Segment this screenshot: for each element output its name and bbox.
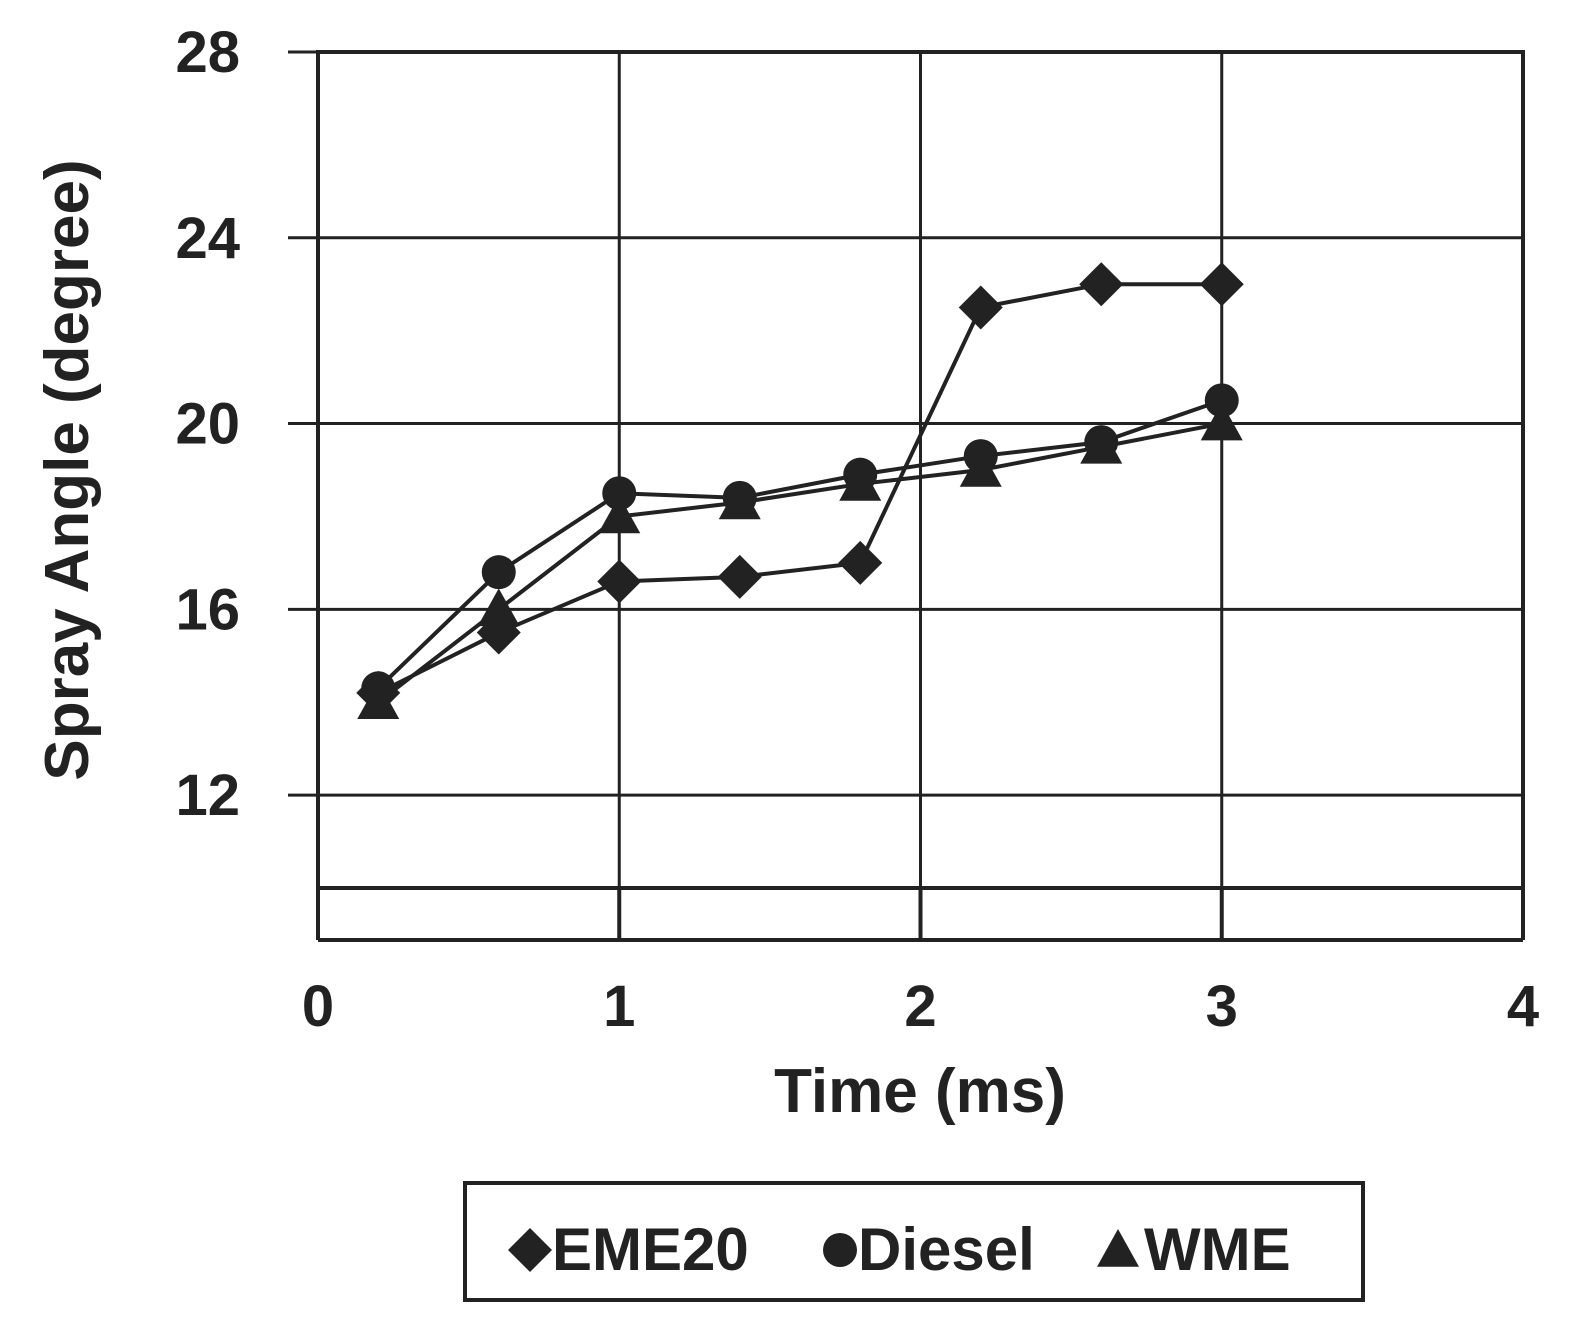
y-tick-label: 12 [175,763,240,828]
series-line [377,282,1222,695]
axes [316,50,1525,942]
y-tick-label: 28 [175,20,240,85]
legend-label: EME20 [552,1216,749,1283]
data-point-triangle [718,481,761,520]
data-point-diamond [838,540,883,585]
data-point-diamond [1079,262,1124,307]
data-point-circle [481,555,516,590]
x-tick-label: 3 [1206,974,1238,1039]
data-point-triangle [1080,425,1123,464]
series-wme [357,402,1243,720]
legend-label: WME [1144,1216,1291,1283]
data-point-triangle [1200,402,1243,441]
series-diesel [361,383,1239,706]
data-point-triangle [598,495,641,534]
legend-marker-circle [823,1233,857,1267]
data-point-triangle [839,462,882,501]
data-point-circle [1204,383,1239,418]
data-point-circle [602,476,637,511]
data-point-diamond [597,559,642,604]
data-point-diamond [717,554,762,599]
series-line [376,398,1223,690]
y-tick-label: 20 [175,392,240,457]
data-point-triangle [357,681,400,720]
y-tick-label: 24 [175,206,240,271]
legend-label: Diesel [858,1216,1035,1283]
legend-marker-diamond [508,1228,552,1272]
legend-box [463,1181,1365,1302]
data-point-triangle [959,449,1002,487]
y-tick-label: 16 [175,577,240,642]
x-tick-label: 1 [603,974,635,1039]
x-tick-label: 2 [904,974,936,1039]
data-point-diamond [1199,262,1244,307]
series-line [377,421,1223,704]
legend: EME20 Diesel WME [463,1181,1365,1302]
x-tick-label: 4 [1507,974,1539,1039]
x-tick-label: 0 [302,974,334,1039]
series-layer [356,262,1244,720]
data-point-diamond [958,285,1003,330]
x-axis-title: Time (ms) [774,1057,1066,1126]
y-axis-title: Spray Angle (degree) [33,159,102,780]
series-eme20 [356,262,1244,715]
legend-marker-triangle [1097,1229,1139,1267]
data-point-triangle [477,588,520,627]
